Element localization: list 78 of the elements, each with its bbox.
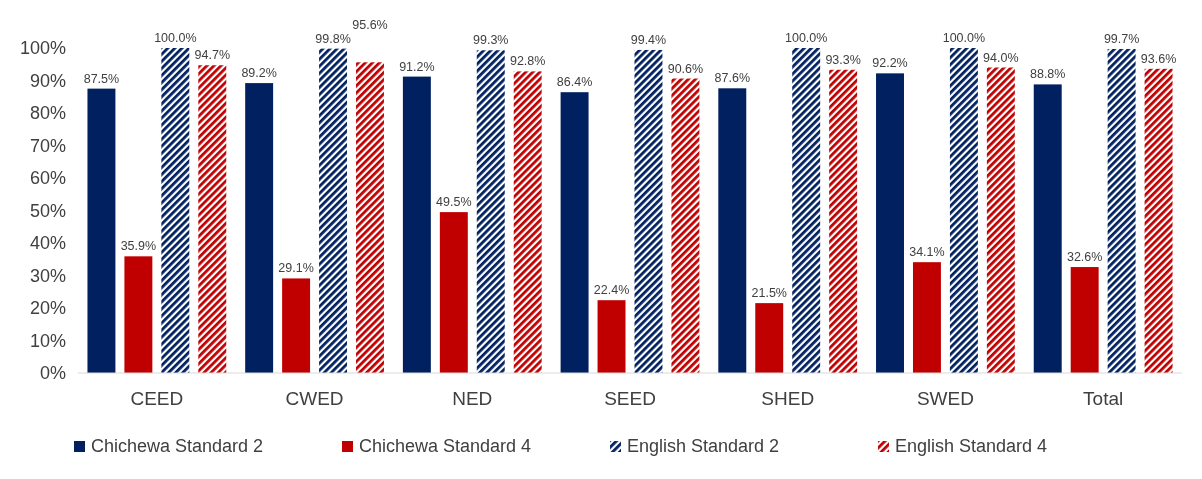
bar	[829, 69, 858, 373]
legend-label: Chichewa Standard 2	[91, 436, 264, 456]
bar	[87, 88, 116, 373]
x-tick-label: NED	[452, 388, 493, 409]
x-tick-label: CWED	[285, 388, 344, 409]
y-tick-label: 10%	[29, 330, 66, 351]
text: 100.0%	[154, 31, 197, 45]
bar	[476, 50, 505, 373]
bar	[282, 278, 311, 373]
bar	[402, 76, 431, 373]
bar	[876, 73, 904, 373]
bar	[755, 303, 784, 373]
text: 92.2%	[872, 56, 908, 71]
text: 87.5%	[83, 71, 120, 86]
x-tick-label: SHED	[761, 388, 815, 409]
text: 29.1%	[278, 261, 314, 276]
text: 95.6%	[352, 17, 388, 32]
text: 99.8%	[315, 31, 351, 46]
bar	[1144, 68, 1173, 373]
bar	[718, 88, 747, 373]
text: 94.7%	[194, 48, 230, 63]
text: 35.9%	[120, 239, 157, 254]
bar	[986, 67, 1015, 373]
bar	[245, 83, 274, 373]
y-tick-label: 40%	[29, 233, 66, 254]
x-tick-label: CEED	[130, 388, 184, 409]
text: 94.0%	[983, 50, 1019, 65]
y-tick-label: 30%	[29, 265, 66, 286]
text: 86.4%	[556, 75, 593, 90]
text: 100.0%	[942, 31, 986, 45]
bar	[124, 256, 153, 373]
y-tick-label: 60%	[29, 168, 66, 189]
bar	[439, 212, 468, 373]
y-tick-label: 80%	[29, 103, 66, 124]
y-tick-label: 90%	[29, 70, 66, 91]
y-tick-label: 100%	[19, 38, 66, 59]
y-tick-label: 20%	[29, 298, 66, 319]
text: 90.6%	[667, 61, 704, 76]
text: 93.3%	[825, 52, 861, 67]
text: 34.1%	[909, 245, 945, 260]
text: 32.6%	[1066, 250, 1103, 265]
y-tick-label: 70%	[29, 135, 66, 156]
bar	[949, 48, 978, 373]
legend-label: English Standard 2	[627, 436, 780, 456]
bar	[319, 48, 348, 373]
text: 88.8%	[1030, 67, 1066, 82]
bar	[1033, 84, 1062, 373]
bar	[792, 48, 821, 373]
bar	[560, 92, 589, 373]
text: 100.0%	[784, 31, 828, 45]
bar	[1070, 267, 1099, 373]
text: 89.2%	[241, 66, 277, 81]
text: 49.5%	[436, 195, 472, 210]
bar	[356, 62, 384, 373]
bar	[597, 300, 626, 373]
bar	[1107, 48, 1136, 373]
text: 99.7%	[1103, 31, 1140, 46]
bar	[912, 262, 941, 373]
legend-label: Chichewa Standard 4	[359, 436, 532, 456]
legend-label: English Standard 4	[895, 436, 1048, 456]
text: 93.6%	[1140, 51, 1177, 66]
bar	[671, 78, 700, 373]
text: 92.8%	[509, 54, 546, 69]
y-tick-label: 0%	[39, 363, 66, 384]
x-tick-label: Total	[1083, 388, 1124, 409]
bar	[198, 65, 227, 373]
bar	[513, 71, 542, 373]
x-tick-label: SEED	[604, 388, 656, 409]
bar	[634, 49, 663, 373]
y-tick-label: 50%	[29, 200, 66, 221]
text: 22.4%	[593, 283, 630, 298]
text: 87.6%	[714, 71, 751, 86]
text: 99.4%	[630, 32, 667, 47]
text: 99.3%	[473, 33, 509, 48]
x-tick-label: SWED	[916, 388, 974, 409]
text: 21.5%	[751, 286, 787, 301]
bar	[161, 48, 190, 373]
text: 91.2%	[399, 59, 435, 74]
